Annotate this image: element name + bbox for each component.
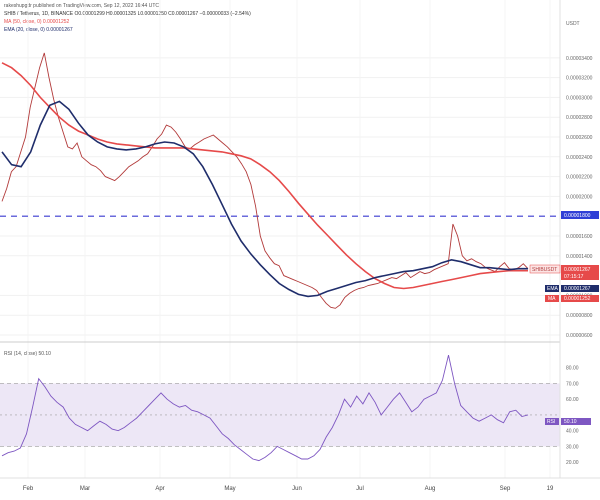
price-tick-label: 0.00000800 <box>566 313 593 319</box>
price-tick-label: 0.00003000 <box>566 95 593 101</box>
time-axis[interactable]: Feb Mar Apr May Jun Jul Aug Sep 19 <box>23 486 554 492</box>
rsi-tick-label: 20.00 <box>566 460 579 466</box>
rsi-tick-label: 60.00 <box>566 397 579 403</box>
ema-value-tag <box>561 285 599 292</box>
x-tick-label: Aug <box>425 486 436 492</box>
ema-value-text: 0.00001267 <box>564 286 591 292</box>
rsi-axis[interactable]: 80.00 70.00 60.00 40.00 30.00 20.00 <box>566 366 579 466</box>
price-tick-label: 0.00002600 <box>566 135 593 141</box>
countdown-text: 07:15:17 <box>564 274 584 280</box>
rsi-tick-label: 40.00 <box>566 429 579 435</box>
ema-label-text: EMA <box>547 286 559 292</box>
ema-series-line <box>1 100 528 298</box>
rsi-tick-label: 30.00 <box>566 444 579 450</box>
x-tick-label: Sep <box>500 486 511 492</box>
price-tick-label: 0.00002200 <box>566 175 593 181</box>
x-tick-label: Jun <box>292 486 302 492</box>
x-tick-label: Jul <box>356 486 364 492</box>
resistance-tag <box>561 211 599 219</box>
symbol-tag-text: SHIBUSDT <box>532 267 557 273</box>
x-tick-label: Apr <box>155 486 164 492</box>
rsi-value-text: 50.10 <box>564 419 577 425</box>
ma-label-tag <box>545 295 559 302</box>
last-price-tag <box>561 265 599 280</box>
currency-label: USDT <box>566 21 580 27</box>
price-tick-label: 0.00003200 <box>566 76 593 82</box>
last-price-text: 0.00001267 <box>564 267 591 273</box>
price-tick-label: 0.00001600 <box>566 234 593 240</box>
price-tick-label: 0.00002000 <box>566 194 593 200</box>
rsi-label-text: RSI <box>547 419 555 425</box>
rsi-value-tag <box>561 418 591 425</box>
rsi-tick-label: 70.00 <box>566 381 579 387</box>
symbol-tag <box>529 264 561 274</box>
rsi-tick-label: 80.00 <box>566 366 579 372</box>
x-tick-label: May <box>224 486 235 492</box>
ema-label-tag <box>545 285 559 292</box>
rsi-legend: RSI (14, close) 50.10 <box>4 351 51 357</box>
price-tick-label: 0.00000600 <box>566 333 593 339</box>
x-tick-label: 19 <box>547 486 554 492</box>
x-tick-label: Feb <box>23 486 34 492</box>
rsi-label-tag <box>545 418 559 425</box>
ma-value-text: 0.00001252 <box>564 296 591 302</box>
author-line: rakeshupgdr published on TradingView.com… <box>4 3 160 9</box>
price-tick-label: 0.00002800 <box>566 115 593 121</box>
resistance-tag-text: 0.00001800 <box>564 213 591 219</box>
price-tick-label: 0.00001400 <box>566 254 593 260</box>
ma-label-text: MA <box>548 296 556 302</box>
x-tick-label: Mar <box>80 486 90 492</box>
ema-legend: EMA (20, close, 0) 0.00001267 <box>4 27 73 33</box>
ma-legend: MA (50, close, 0) 0.00001252 <box>4 19 70 25</box>
symbol-line: SHIB / Tetherus, 1D, BINANCE O0.00001299… <box>4 11 251 17</box>
price-tick-label: 0.00003400 <box>566 56 593 62</box>
ma-value-tag <box>561 295 599 302</box>
price-tick-label: 0.00002400 <box>566 155 593 161</box>
rsi-series-line <box>1 354 529 462</box>
price-series-line <box>1 52 529 309</box>
